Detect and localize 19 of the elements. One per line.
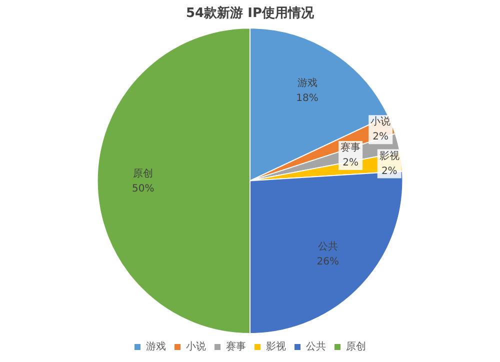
legend-label: 游戏 xyxy=(146,340,166,353)
data-label: 18% xyxy=(296,93,318,104)
data-label: 2% xyxy=(372,132,389,143)
slice-label: 游戏 xyxy=(297,77,318,90)
slice-label: 小说 xyxy=(370,116,391,128)
legend-label: 小说 xyxy=(186,340,206,353)
data-label: 2% xyxy=(342,158,359,169)
data-label: 26% xyxy=(316,256,340,268)
legend-label: 赛事 xyxy=(226,340,246,353)
legend-label: 原创 xyxy=(346,340,366,353)
chart-title: 54款新游 IP使用情况 xyxy=(186,5,315,22)
slice-label: 公共 xyxy=(318,240,338,253)
data-label: 2% xyxy=(381,166,398,177)
slice-label: 原创 xyxy=(133,167,154,180)
slice-label: 赛事 xyxy=(340,142,361,154)
data-label: 50% xyxy=(132,183,154,194)
slice-label: 影视 xyxy=(379,150,400,162)
legend-label: 影视 xyxy=(266,340,286,353)
legend-label: 公共 xyxy=(306,340,326,353)
